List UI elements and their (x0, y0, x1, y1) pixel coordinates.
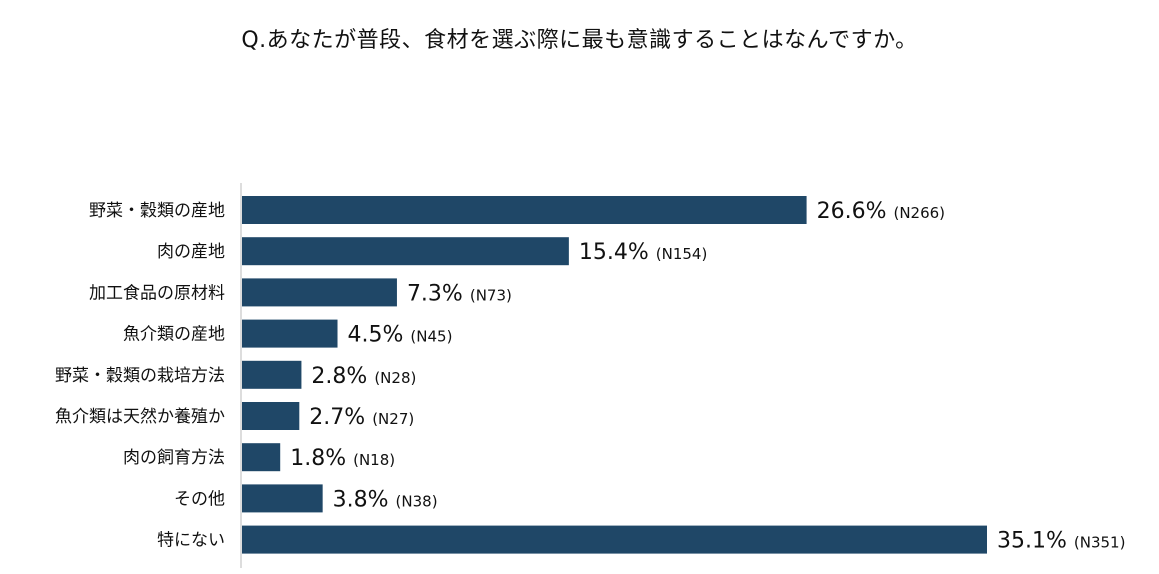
category-label: 魚介類は天然か養殖か (55, 407, 225, 427)
bar (242, 278, 397, 307)
chart-title: Q.あなたが普段、食材を選ぶ際に最も意識することはなんですか。 (241, 28, 918, 53)
data-label: 7.3% (N73) (407, 281, 512, 306)
n-count-label: (N45) (410, 328, 452, 346)
bar (242, 484, 323, 513)
percent-label: 4.5% (348, 323, 404, 348)
bar (242, 360, 302, 389)
labels-layer: 野菜・穀類の産地 26.6% (N266) 肉の産地 15.4% (N154) 加工食品の原… (55, 199, 1125, 554)
percent-label: 2.8% (311, 364, 367, 389)
bar (242, 525, 987, 554)
data-label: 1.8% (N18) (290, 446, 395, 471)
category-label: 肉の飼育方法 (123, 448, 225, 468)
data-label: 4.5% (N45) (348, 323, 453, 348)
bar (242, 237, 569, 266)
data-label: 2.8% (N28) (311, 364, 416, 389)
bar (242, 196, 807, 224)
percent-label: 3.8% (333, 487, 389, 512)
n-count-label: (N28) (374, 369, 416, 387)
bar (242, 443, 281, 472)
percent-label: 1.8% (290, 446, 346, 471)
category-label: 野菜・穀類の栽培方法 (55, 366, 225, 386)
category-label: 加工食品の原材料 (89, 283, 225, 303)
n-count-label: (N351) (1074, 534, 1126, 552)
category-label: 特にない (157, 531, 225, 551)
percent-label: 7.3% (407, 281, 463, 306)
data-label: 15.4% (N154) (579, 240, 707, 265)
category-label: 肉の産地 (157, 242, 225, 262)
data-label: 3.8% (N38) (333, 487, 438, 512)
category-label: その他 (174, 489, 225, 509)
bars-layer (242, 196, 987, 554)
category-label: 魚介類の産地 (123, 325, 225, 345)
percent-label: 2.7% (309, 405, 365, 430)
data-label: 2.7% (N27) (309, 405, 414, 430)
percent-label: 26.6% (817, 199, 887, 224)
data-label: 26.6% (N266) (817, 199, 945, 224)
n-count-label: (N154) (656, 245, 708, 263)
bar (242, 402, 300, 430)
bar (242, 319, 338, 348)
percent-label: 15.4% (579, 240, 649, 265)
category-label: 野菜・穀類の産地 (89, 201, 225, 221)
n-count-label: (N266) (893, 204, 945, 222)
n-count-label: (N38) (396, 492, 438, 510)
percent-label: 35.1% (997, 529, 1067, 554)
n-count-label: (N18) (353, 451, 395, 469)
n-count-label: (N73) (470, 286, 512, 304)
data-label: 35.1% (N351) (997, 529, 1125, 554)
n-count-label: (N27) (372, 410, 414, 428)
